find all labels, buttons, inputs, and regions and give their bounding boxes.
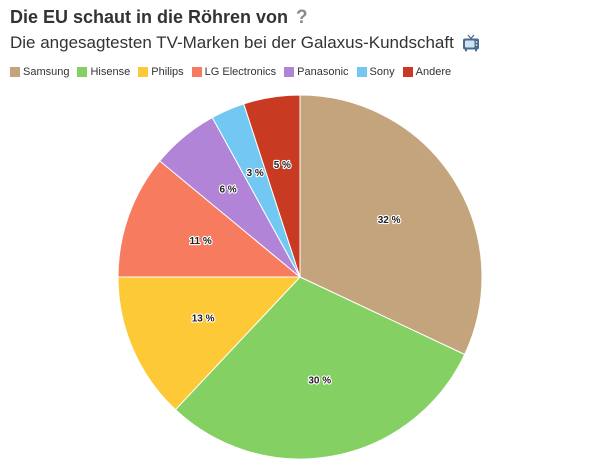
legend-item-hisense[interactable]: Hisense <box>77 66 130 78</box>
pie-slice-hisense[interactable] <box>174 276 466 460</box>
legend-item-philips[interactable]: Philips <box>138 66 184 78</box>
pie-slice-lg-electronics[interactable] <box>117 160 302 278</box>
chart-subtitle: Die angesagtesten TV-Marken bei der Gala… <box>10 33 454 52</box>
slice-data-label: 6 % <box>219 185 236 196</box>
slice-data-label: 3 % <box>247 168 264 179</box>
slice-data-label: 32 % <box>378 215 401 226</box>
chart-header: Die EU schaut in die Röhren von ? Die an… <box>10 5 590 55</box>
legend-item-lg-electronics[interactable]: LG Electronics <box>191 66 277 78</box>
slice-data-label: 30 % <box>308 375 331 386</box>
title-row: Die EU schaut in die Röhren von ? <box>10 5 590 29</box>
legend-label: Hisense <box>90 66 131 78</box>
legend-swatch <box>77 67 88 77</box>
chart-legend: Samsung Hisense Philips LG Electronics Panas… <box>10 66 459 78</box>
legend-swatch <box>10 67 20 77</box>
chart-title: Die EU schaut in die Röhren von <box>10 6 289 27</box>
legend-label: Panasonic <box>297 66 349 78</box>
legend-item-andere[interactable]: Andere <box>402 66 452 78</box>
television-icon <box>462 34 480 52</box>
slice-data-label: 13 % <box>192 314 215 325</box>
pie-slice-philips[interactable] <box>117 276 302 411</box>
legend-label: Philips <box>151 66 184 78</box>
legend-swatch <box>138 67 149 77</box>
legend-label: Andere <box>415 66 452 78</box>
slice-data-label: 5 % <box>274 160 291 171</box>
slice-data-label: 11 % <box>190 236 212 247</box>
legend-item-samsung[interactable]: Samsung <box>10 66 69 78</box>
subtitle-row: Die angesagtesten TV-Marken bei der Gala… <box>10 31 590 55</box>
legend-swatch <box>191 67 202 77</box>
legend-item-sony[interactable]: Sony <box>356 66 395 78</box>
legend-label: Samsung <box>23 66 70 78</box>
legend-swatch <box>284 67 295 77</box>
legend-swatch <box>402 67 413 77</box>
legend-swatch <box>356 67 367 77</box>
question-mark-icon: ? <box>296 6 308 28</box>
pie-slice-samsung[interactable] <box>299 94 483 356</box>
legend-label: LG Electronics <box>204 66 277 78</box>
legend-label: Sony <box>369 66 395 78</box>
legend-item-panasonic[interactable]: Panasonic <box>284 66 349 78</box>
pie-slice-andere[interactable] <box>243 94 301 278</box>
